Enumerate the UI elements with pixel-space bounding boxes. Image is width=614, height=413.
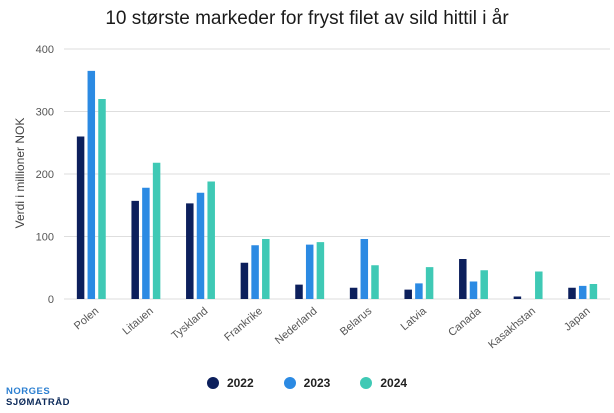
- logo-line1: NORGES: [6, 386, 51, 397]
- bar-canada-2024: [480, 270, 488, 299]
- legend-label-2023: 2023: [303, 376, 331, 390]
- x-tick-label-frankrike: Frankrike: [222, 305, 265, 344]
- bar-kasakhstan-2022: [513, 296, 522, 299]
- legend-swatch-2022: [206, 377, 219, 389]
- legend-item-2024[interactable]: 2024: [360, 376, 407, 390]
- y-tick-label: 0: [48, 294, 54, 306]
- legend-label-2024: 2024: [380, 376, 408, 390]
- bar-polen-2022: [76, 136, 85, 299]
- norges-sjomatrad-logo: NORGES SJØMATRÅD: [6, 386, 70, 408]
- bar-japan-2023: [578, 285, 587, 299]
- bars: [76, 70, 598, 299]
- bar-nederland-2024: [316, 242, 325, 299]
- bar-latvia-2024: [425, 267, 434, 299]
- bar-nederland-2023: [305, 244, 314, 299]
- bar-japan-2022: [568, 287, 576, 299]
- bar-tyskland-2024: [207, 181, 215, 299]
- bar-nederland-2022: [295, 284, 303, 299]
- bar-japan-2024: [589, 284, 598, 299]
- bar-frankrike-2022: [240, 262, 249, 299]
- x-tick-label-latvia: Latvia: [399, 305, 430, 334]
- legend-item-2023[interactable]: 2023: [283, 376, 331, 390]
- bar-tyskland-2022: [186, 203, 194, 299]
- bar-tyskland-2023: [196, 192, 205, 299]
- y-tick-label: 100: [36, 232, 54, 244]
- legend-swatch-2023: [283, 377, 296, 389]
- bar-litauen-2024: [152, 162, 161, 299]
- bar-canada-2023: [469, 281, 478, 299]
- bar-belarus-2022: [349, 287, 358, 299]
- bar-polen-2024: [98, 99, 106, 299]
- bar-latvia-2022: [404, 289, 412, 299]
- bar-frankrike-2024: [262, 239, 270, 299]
- x-tick-label-litauen: Litauen: [120, 305, 155, 337]
- x-tick-label-canada: Canada: [446, 305, 484, 340]
- legend: 2022 2023 2024: [0, 376, 614, 390]
- bar-belarus-2024: [371, 265, 379, 299]
- x-tick-label-nederland: Nederland: [273, 305, 320, 347]
- bar-polen-2023: [87, 70, 96, 299]
- y-axis-label: Verdi i millioner NOK: [13, 118, 27, 229]
- bar-canada-2022: [459, 259, 467, 299]
- x-tick-labels: Polen Litauen Tyskland Frankrike Nederland Be…: [72, 305, 593, 352]
- x-tick-label-kasakhstan: Kasakhstan: [486, 305, 538, 351]
- y-tick-label: 400: [36, 44, 54, 56]
- x-tick-label-belarus: Belarus: [338, 305, 375, 338]
- y-tick-label: 300: [36, 107, 54, 119]
- chart-title: 10 største markeder for fryst filet av s…: [105, 8, 509, 29]
- bar-litauen-2022: [131, 200, 139, 299]
- legend-label-2022: 2022: [226, 376, 254, 390]
- y-tick-label: 200: [36, 169, 54, 181]
- bar-litauen-2023: [142, 187, 150, 299]
- bar-belarus-2023: [360, 239, 369, 299]
- bar-latvia-2023: [415, 283, 423, 299]
- bar-frankrike-2023: [251, 245, 259, 299]
- x-tick-label-polen: Polen: [72, 305, 101, 332]
- x-tick-label-japan: Japan: [562, 305, 593, 333]
- legend-item-2022[interactable]: 2022: [206, 376, 254, 390]
- y-tick-labels: 0 100 200 300 400: [36, 44, 54, 306]
- logo-line2: SJØMATRÅD: [6, 397, 70, 408]
- bar-kasakhstan-2024: [535, 271, 543, 299]
- legend-swatch-2024: [360, 377, 373, 389]
- x-tick-label-tyskland: Tyskland: [169, 305, 210, 342]
